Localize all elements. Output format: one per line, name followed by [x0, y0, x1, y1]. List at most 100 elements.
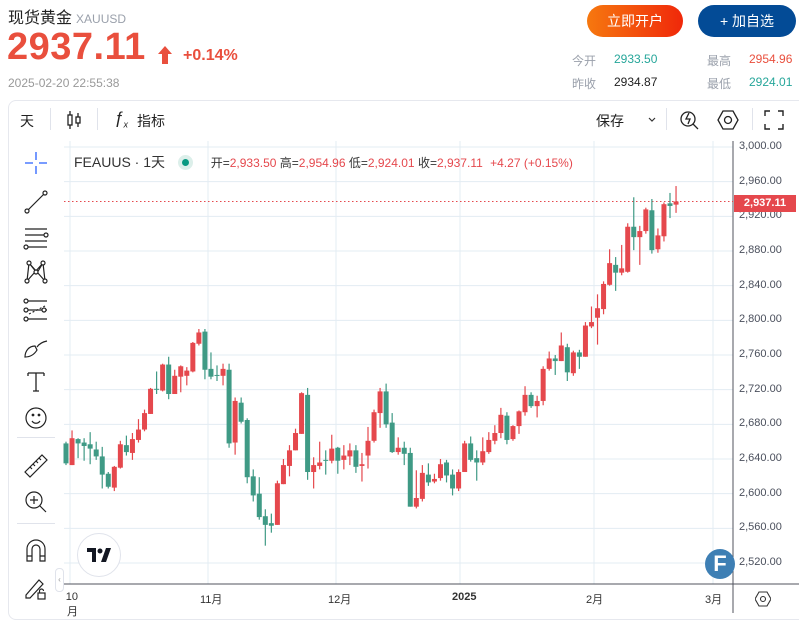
candlestick-icon[interactable]	[66, 110, 82, 130]
horizontal-lines-tool[interactable]	[23, 225, 49, 251]
candle-down	[250, 476, 256, 496]
magnet-tool[interactable]	[23, 537, 49, 563]
emoji-tool[interactable]	[23, 405, 49, 431]
ruler-icon	[24, 454, 48, 478]
candle-down	[81, 442, 87, 447]
tradingview-icon	[87, 548, 111, 562]
interval-selector[interactable]: 天	[20, 113, 34, 129]
current-price-label: 2,937.11	[734, 195, 796, 212]
candle-down	[335, 447, 341, 461]
candle-down	[99, 456, 105, 475]
time-tick-label: 12月	[328, 594, 352, 606]
parallel-lines-icon	[23, 228, 49, 250]
legend-close-label: 收=	[417, 156, 437, 170]
pattern-tool[interactable]	[23, 259, 49, 285]
brand-f-icon: F	[705, 549, 735, 579]
divider	[50, 108, 51, 130]
candle-up	[419, 472, 425, 499]
candle-up	[619, 268, 625, 273]
price-tick-label: 2,720.00	[739, 382, 782, 395]
candle-up	[286, 450, 292, 466]
tradingview-logo[interactable]	[77, 533, 121, 577]
drawing-toolbar	[9, 141, 63, 613]
candle-up	[480, 451, 486, 463]
candle-up	[486, 439, 492, 453]
candle-up	[510, 426, 516, 440]
fib-tool[interactable]	[23, 297, 49, 323]
divider	[17, 437, 55, 438]
stat-label-open: 今开	[572, 54, 597, 68]
crosshair-icon	[25, 152, 47, 174]
candle-up	[371, 412, 377, 441]
add-watchlist-button[interactable]: + 加自选	[698, 5, 796, 37]
indicators-button[interactable]: 指标	[137, 113, 165, 129]
save-button[interactable]: 保存	[596, 113, 624, 129]
lock-drawings-tool[interactable]	[23, 575, 49, 601]
candle-up	[661, 204, 667, 237]
candle-down	[450, 474, 456, 489]
candle-up	[311, 465, 317, 473]
change-percent: +0.14%	[183, 47, 238, 64]
candle-up	[431, 478, 437, 482]
candle-down	[401, 447, 407, 454]
candle-up	[129, 439, 135, 453]
price-tick-label: 2,680.00	[739, 417, 782, 430]
candle-up	[625, 226, 631, 272]
divider	[666, 108, 667, 130]
candle-down	[123, 445, 129, 453]
legend-close: 2,937.11	[436, 156, 483, 170]
fullscreen-icon[interactable]	[764, 110, 784, 130]
price-tick-label: 2,560.00	[739, 521, 782, 534]
legend-high: 2,954.96	[298, 156, 346, 170]
arrow-up-icon	[158, 46, 172, 64]
legend-high-label: 高=	[279, 156, 299, 170]
brush-tool[interactable]	[23, 335, 49, 361]
legend-symbol: FEAUUS · 1天	[74, 154, 166, 170]
stat-label-high: 最高	[707, 54, 732, 68]
price-tick-label: 2,800.00	[739, 313, 782, 326]
candle-down	[87, 444, 93, 449]
magnet-icon	[26, 539, 46, 562]
instrument-title: 现货黄金 XAUUSD	[8, 4, 126, 28]
candle-up	[607, 263, 613, 285]
settings-icon[interactable]	[717, 109, 739, 131]
candle-up	[582, 325, 588, 357]
price-tick-label: 3,000.00	[739, 140, 782, 152]
open-account-button[interactable]: 立即开户	[587, 5, 683, 37]
measure-tool[interactable]	[23, 453, 49, 479]
market-status-dot	[178, 155, 194, 170]
crosshair-tool[interactable]	[23, 150, 49, 176]
candle-up	[220, 368, 226, 376]
stat-value-high: 2954.96	[749, 52, 793, 66]
stat-label-low: 最低	[707, 77, 732, 91]
stat-value-open: 2933.50	[614, 52, 658, 66]
candle-down	[256, 493, 262, 518]
candle-up	[413, 498, 419, 507]
zoom-in-icon	[25, 491, 47, 513]
divider	[752, 108, 753, 130]
brush-icon	[24, 340, 48, 358]
trend-line-icon	[24, 190, 48, 214]
candle-up	[522, 394, 528, 413]
candle-up	[117, 444, 123, 468]
candle-up	[546, 358, 552, 369]
collapse-toolbar-button[interactable]: ‹	[55, 568, 64, 592]
chevron-down-icon[interactable]	[647, 116, 657, 124]
candle-up	[274, 483, 280, 525]
candle-up	[196, 332, 202, 344]
trend-line-tool[interactable]	[23, 189, 49, 215]
quick-search-icon[interactable]	[679, 109, 701, 131]
time-tick-label: 10月	[65, 591, 78, 618]
candle-up	[540, 368, 546, 401]
zoom-tool[interactable]	[23, 489, 49, 515]
candle-down	[425, 474, 431, 483]
text-tool[interactable]	[23, 369, 49, 395]
axis-settings-icon[interactable]	[755, 591, 771, 607]
candle-down	[105, 473, 111, 487]
candle-down	[564, 347, 570, 373]
candle-down	[166, 364, 172, 395]
candle-down	[468, 443, 474, 460]
function-icon[interactable]: ƒx	[114, 108, 128, 130]
candle-down	[474, 458, 480, 463]
